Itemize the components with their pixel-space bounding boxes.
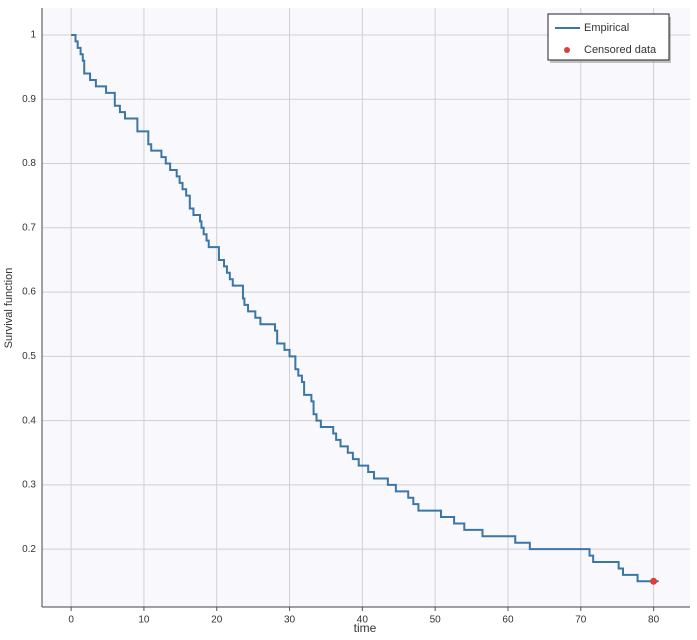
y-axis-label: Survival function (3, 268, 15, 349)
y-tick-label: 0.4 (22, 415, 36, 426)
y-tick-label: 0.7 (22, 222, 36, 233)
y-tick-label: 0.2 (22, 544, 36, 555)
legend: Empirical Censored data (547, 13, 671, 63)
legend-symbol (564, 47, 570, 53)
y-tick-label: 1 (30, 30, 36, 41)
legend-label: Censored data (584, 44, 657, 56)
x-tick-label: 70 (575, 615, 587, 626)
x-tick-label: 80 (648, 615, 660, 626)
legend-label: Empirical (584, 22, 629, 34)
survival-line (71, 33, 659, 583)
x-tick-label: 50 (430, 615, 442, 626)
x-tick-label: 0 (68, 615, 74, 626)
y-tick-label: 0.3 (22, 480, 36, 491)
x-tick-label: 60 (502, 615, 514, 626)
x-axis-label: time (354, 621, 377, 635)
y-tick-label: 0.5 (22, 351, 36, 362)
y-tick-label: 0.9 (22, 94, 36, 105)
y-tick-label: 0.8 (22, 158, 36, 169)
plot-background (42, 8, 690, 607)
x-tick-label: 10 (138, 615, 150, 626)
x-tick-label: 40 (357, 615, 369, 626)
x-tick-label: 30 (284, 615, 296, 626)
x-tick-label: 20 (211, 615, 223, 626)
y-tick-label: 0.6 (22, 287, 36, 298)
censored-point (650, 577, 658, 585)
